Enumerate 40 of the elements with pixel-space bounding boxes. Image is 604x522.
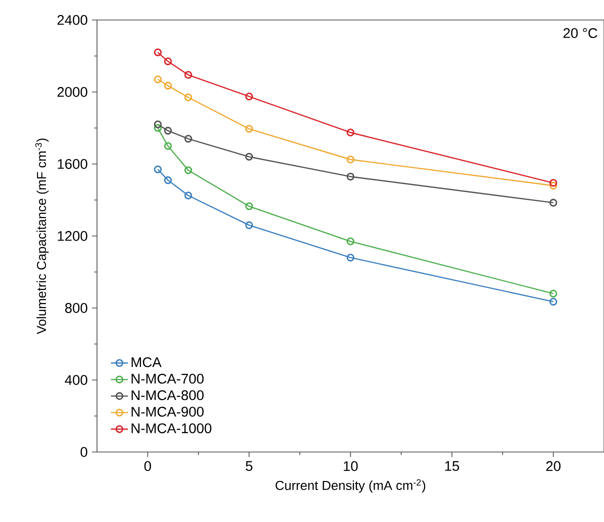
x-tick-label: 20 [546,461,561,472]
y-tick-label: 2400 [57,15,88,25]
point [346,128,354,136]
point [184,71,192,79]
y-tick-label: 400 [64,375,88,385]
point [346,156,354,164]
x-tick-label: 10 [344,461,358,472]
x-tick-label: 15 [445,461,460,471]
point [164,142,172,150]
point [164,126,172,135]
point [184,166,192,174]
legend-label: N-MCA-1000 [132,423,212,434]
x-tick-label: 0 [144,461,152,472]
y-tick-label: 1200 [58,231,88,241]
y-tick-label: 1600 [58,159,88,169]
legend-label: MCA [132,357,162,368]
x-axis-title: Current Density (mA cm$^{-2}$) [276,479,426,493]
point [346,254,354,262]
legend-label: N-MCA-700 [132,374,204,384]
annotation: 20 °C [563,28,598,38]
x-tick-label: 5 [246,461,252,471]
point [346,238,354,246]
point [164,176,172,184]
point [245,92,253,100]
point [164,58,172,66]
point [346,172,354,180]
point [245,152,253,161]
y-tick-label: 2000 [57,87,88,97]
point [245,125,253,133]
point [184,192,192,200]
point [245,221,253,230]
point [184,134,192,143]
point [245,202,253,210]
y-axis-title: Volumetric Capacitance (mF cm$^{-3}$) [35,138,49,334]
y-tick-label: 800 [65,303,88,313]
point [164,82,172,90]
point [184,94,192,102]
legend-label: N-MCA-900 [132,406,204,417]
y-tick-label: 0 [80,447,88,457]
legend-label: N-MCA-800 [132,390,204,400]
